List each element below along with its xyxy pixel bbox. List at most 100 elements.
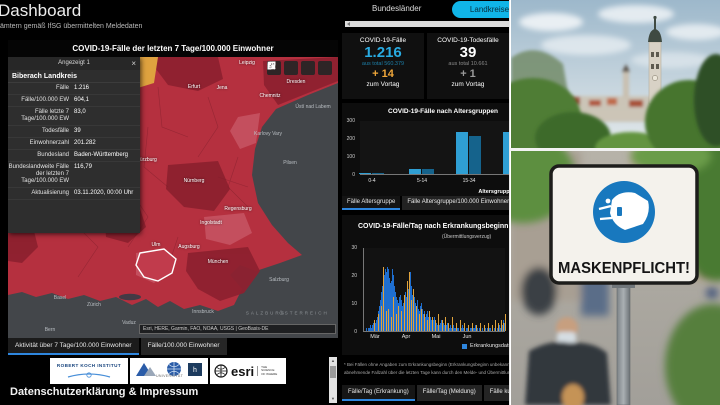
popup-field-label: Todesfälle — [41, 128, 69, 134]
tab-bundeslaender[interactable]: Bundesländer — [372, 4, 422, 13]
daily-bar — [466, 328, 468, 331]
age-chart-plot[interactable] — [359, 121, 510, 175]
map-panel: COVID-19-Fälle der letzten 7 Tage/100.00… — [8, 40, 338, 355]
scrollbar-thumb[interactable] — [330, 366, 336, 378]
daily-bar — [458, 328, 460, 331]
tab-faelle-kum[interactable]: Fälle kum — [483, 385, 510, 401]
daily-bar — [390, 283, 392, 331]
daily-bar — [485, 328, 487, 331]
popup-field-value: 83,0 — [74, 109, 86, 115]
daily-bar — [426, 314, 428, 331]
daily-bar — [455, 328, 457, 331]
daily-bar-unknown-onset — [429, 311, 430, 331]
popup-field-value: 116,79 — [74, 164, 92, 170]
esri-logo[interactable]: esri THE SCIENCE OF WHERE — [210, 358, 286, 384]
daily-bar — [408, 289, 410, 331]
popup-field-value: 201.282 — [74, 140, 96, 146]
daily-bar — [395, 291, 397, 331]
daily-bar — [497, 328, 499, 331]
daily-bar — [406, 297, 408, 331]
university-logo[interactable]: h UNIVERSITÄT — [130, 358, 208, 384]
daily-bar-unknown-onset — [435, 319, 436, 331]
tab-aktivitaet-7-tage[interactable]: Aktivität über 7 Tage/100.000 Einwohner — [8, 338, 139, 355]
daily-bar-unknown-onset — [498, 322, 499, 331]
popup-field-label: Aktualisierung — [31, 190, 69, 196]
daily-bar-unknown-onset — [503, 322, 504, 331]
daily-bar-unknown-onset — [452, 317, 453, 331]
popup-field-value: 1.216 — [74, 85, 90, 91]
rki-logo[interactable]: ROBERT KOCH INSTITUT — [50, 358, 128, 384]
daily-bar — [441, 319, 443, 331]
vertical-scrollbar[interactable]: ▲ ▼ — [329, 357, 337, 403]
daily-bar — [376, 319, 378, 331]
popup-header-label: Angezeigt 1 — [58, 60, 90, 66]
tab-faelle-tag-meldung[interactable]: Fälle/Tag (Meldung) — [416, 385, 482, 401]
daily-bar — [437, 325, 439, 331]
daily-bar — [422, 308, 424, 331]
popup-header: Angezeigt 1 × — [8, 57, 140, 70]
daily-bar — [474, 328, 476, 331]
daily-x-tick: Mär — [370, 334, 380, 340]
daily-bar — [366, 328, 368, 331]
card-cases-delta: + 14 — [372, 68, 394, 80]
tab-faelle-100000[interactable]: Fälle/100.000 Einwohner — [140, 338, 227, 355]
daily-bar-unknown-onset — [438, 314, 439, 331]
daily-chart-title: COVID-19-Fälle/Tag nach Erkrankungsbegin… — [358, 223, 509, 230]
daily-bar-unknown-onset — [411, 300, 412, 331]
card-deaths-delta: + 1 — [460, 68, 476, 80]
esri-globe-icon — [214, 364, 228, 378]
tab-landkreise[interactable]: Landkreise — [452, 1, 510, 18]
horizontal-scrollbar[interactable] — [345, 21, 510, 27]
daily-bar — [502, 325, 504, 331]
daily-bar — [417, 300, 419, 331]
daily-bar-unknown-onset — [401, 311, 402, 331]
daily-x-tick: Jun — [462, 334, 472, 340]
rki-swoosh-icon — [67, 372, 111, 378]
daily-bar — [475, 325, 477, 331]
age-y-tick: 100 — [346, 154, 355, 160]
daily-bar — [487, 328, 489, 331]
tab-faelle-tag-erkrankung[interactable]: Fälle/Tag (Erkrankung) — [342, 385, 415, 401]
face-mask-icon — [598, 192, 649, 230]
daily-bar-unknown-onset — [381, 305, 382, 331]
daily-bar — [412, 294, 414, 331]
scroll-left-icon[interactable] — [347, 22, 350, 26]
daily-bar-unknown-onset — [421, 308, 422, 331]
scroll-down-icon[interactable]: ▼ — [331, 396, 335, 401]
daily-bar-unknown-onset — [448, 322, 449, 331]
daily-bar — [430, 317, 432, 331]
daily-bar-unknown-onset — [398, 305, 399, 331]
selected-district-biberach[interactable] — [135, 248, 177, 282]
card-cases-title: COVID-19-Fälle — [359, 37, 407, 44]
daily-bar — [462, 325, 464, 331]
extent-icon[interactable] — [267, 61, 298, 75]
daily-bar-unknown-onset — [416, 305, 417, 331]
tab-faelle-altersgruppe[interactable]: Fälle Altersgruppe — [342, 196, 401, 210]
close-icon[interactable]: × — [131, 59, 136, 68]
foreground-trees — [511, 54, 720, 148]
daily-bar — [399, 297, 401, 331]
popup-region-title: Biberach Landkreis — [8, 70, 140, 83]
legend-icon[interactable] — [267, 61, 315, 75]
basemap-icon[interactable] — [267, 61, 332, 75]
card-deaths-value: 39 — [459, 44, 477, 61]
popup-field-value: 39 — [74, 128, 81, 134]
daily-chart-plot[interactable] — [363, 248, 507, 332]
daily-bar — [449, 328, 451, 331]
daily-bar-unknown-onset — [419, 314, 420, 331]
popup-fields: Fälle 1.216 Fälle/100.000 EW 604,1 Fälle let… — [8, 83, 140, 200]
choropleth-map[interactable]: Leipzig Erfurt Jena Dresden Chemnitz Ústí nad… — [8, 57, 338, 338]
tab-faelle-altersgruppe-100000[interactable]: Fälle Altersgruppe/100.000 Einwohner — [402, 196, 510, 210]
photo-column: MASKENPFLICHT! — [509, 0, 720, 405]
daily-bar — [499, 325, 501, 331]
age-bar — [456, 132, 468, 174]
daily-bar — [375, 322, 377, 331]
daily-bar — [391, 280, 393, 331]
daily-bar — [410, 272, 412, 331]
popup-field-row: Fälle/100.000 EW 604,1 — [8, 95, 140, 107]
daily-bar — [500, 328, 502, 331]
daily-bar — [477, 328, 479, 331]
impressum-link[interactable]: Datenschutzerklärung & Impressum — [10, 386, 199, 398]
scroll-up-icon[interactable]: ▲ — [331, 358, 335, 363]
